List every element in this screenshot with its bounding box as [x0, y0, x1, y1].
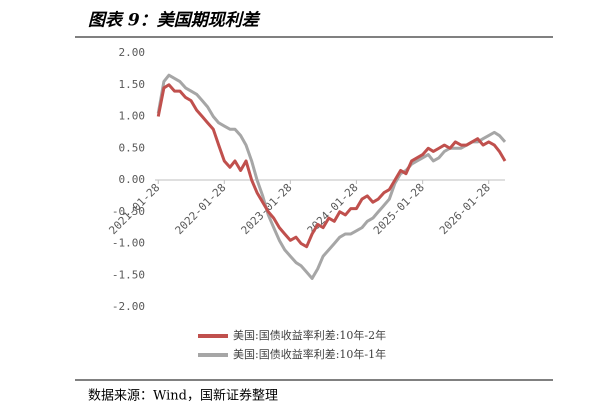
y-tick-label: -0.50: [112, 205, 145, 218]
y-tick-label: 2.00: [119, 46, 146, 59]
x-tick-label: 2026-01-28: [437, 181, 493, 237]
y-tick-label: 0.50: [119, 141, 146, 154]
legend-label: 美国:国债收益率利差:10年-1年: [233, 347, 386, 361]
x-tick-label: 2022-01-28: [173, 181, 229, 237]
chart-title: 图表 9：美国期现利差: [88, 11, 261, 31]
source-note: 数据来源：Wind，国新证券整理: [88, 388, 278, 404]
y-tick-label: -1.50: [112, 268, 145, 281]
y-tick-label: 1.00: [119, 110, 146, 123]
series-line: [156, 73, 507, 280]
y-tick-label: -2.00: [112, 300, 145, 313]
y-tick-label: -1.00: [112, 237, 145, 250]
legend-label: 美国:国债收益率利差:10年-2年: [233, 328, 386, 342]
series-line: [156, 83, 507, 249]
y-tick-label: 1.50: [119, 78, 146, 91]
y-tick-label: 0.00: [119, 173, 146, 186]
